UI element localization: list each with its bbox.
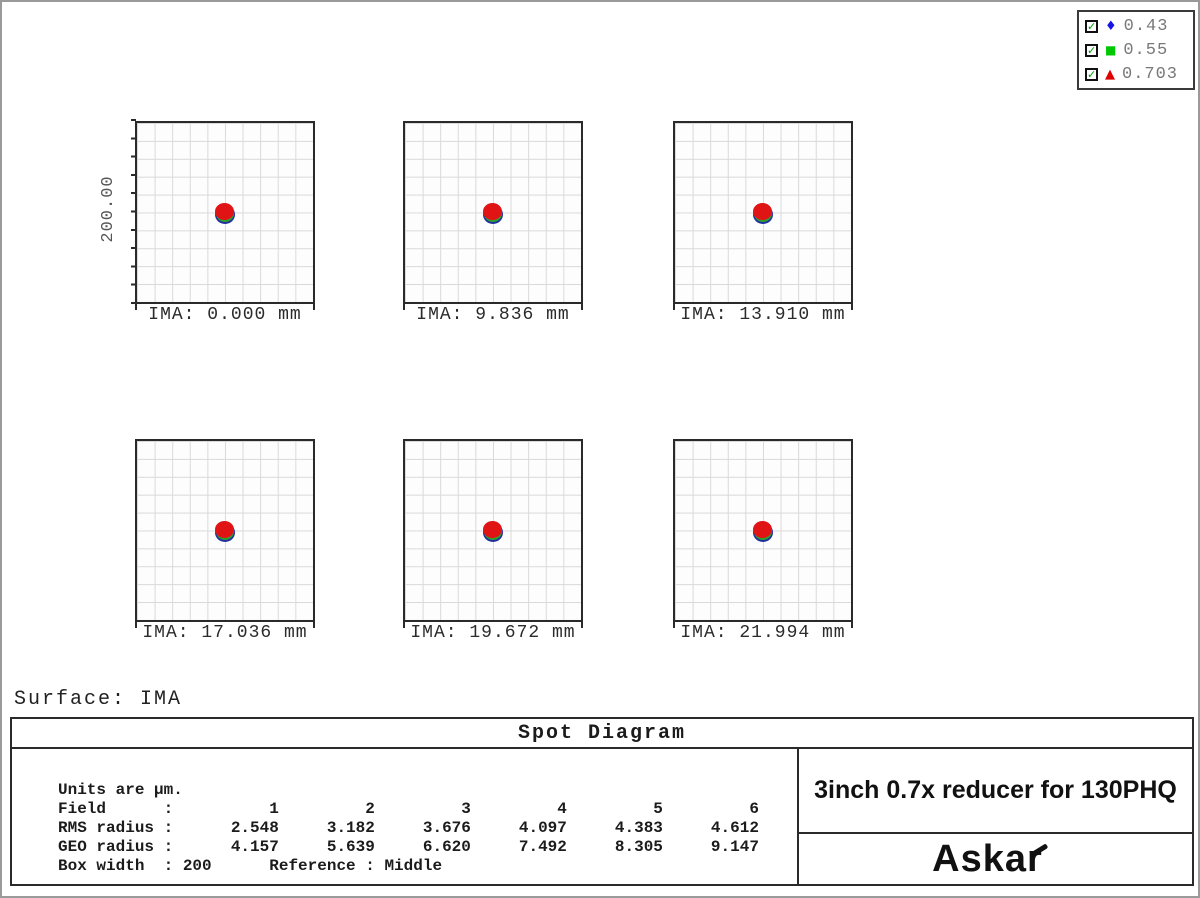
spot-cell-field2: IMA: 9.836 mm (403, 121, 583, 325)
spot-cell-field6: IMA: 21.994 mm (673, 439, 853, 643)
spot-cluster (752, 520, 774, 542)
wavelength-value: 0.55 (1123, 40, 1169, 60)
wavelength-value: 0.43 (1123, 16, 1169, 36)
legend-row: ✓ ▲ 0.703 (1079, 63, 1193, 85)
table-title: Spot Diagram (12, 719, 1192, 749)
spot-cluster (482, 520, 504, 542)
legend-row: ✓ ■ 0.55 (1079, 39, 1193, 61)
ima-label: IMA: 19.672 mm (410, 623, 576, 643)
summary-table: Spot Diagram Units are µm. Field : 1 2 3… (10, 717, 1194, 886)
legend-row: ✓ ♦ 0.43 (1079, 15, 1193, 37)
spot-cluster (214, 520, 236, 542)
spot-cluster (752, 202, 774, 224)
spot-gridbox (135, 439, 315, 628)
wavelength-checkbox[interactable]: ✓ (1085, 43, 1098, 57)
blue-diamond-icon: ♦ (1105, 18, 1117, 34)
spot-gridbox (403, 121, 583, 310)
ima-label: IMA: 0.000 mm (148, 305, 302, 325)
spot-statistics-text: Units are µm. Field : 1 2 3 4 5 6 RMS ra… (58, 781, 759, 875)
spot-cell-field4: IMA: 17.036 mm (135, 439, 315, 643)
spot-gridbox (403, 439, 583, 628)
wavelength-value: 0.703 (1122, 64, 1179, 84)
spot-cell-field1: IMA: 0.000 mm (131, 119, 315, 325)
wavelength-legend: ✓ ♦ 0.43 ✓ ■ 0.55 ✓ ▲ 0.703 (1077, 10, 1195, 90)
ima-label: IMA: 21.994 mm (680, 623, 846, 643)
spot-gridbox (131, 119, 315, 310)
spot-gridbox (673, 439, 853, 628)
spot-cluster (482, 202, 504, 224)
ima-label: IMA: 9.836 mm (416, 305, 570, 325)
green-square-icon: ■ (1105, 42, 1117, 57)
wavelength-checkbox[interactable]: ✓ (1085, 19, 1098, 33)
ima-label: IMA: 13.910 mm (680, 305, 846, 325)
spot-cell-field3: IMA: 13.910 mm (673, 121, 853, 325)
spot-gridbox (673, 121, 853, 310)
table-divider (797, 747, 799, 884)
spot-cluster (214, 202, 236, 224)
product-title: 3inch 0.7x reducer for 130PHQ (799, 749, 1192, 834)
wavelength-checkbox[interactable]: ✓ (1085, 67, 1098, 81)
surface-label: Surface: IMA (14, 688, 183, 711)
red-triangle-icon: ▲ (1105, 66, 1115, 82)
brand-logo: Askar (799, 834, 1192, 884)
brand-name: Askar (932, 837, 1043, 880)
spot-cell-field5: IMA: 19.672 mm (403, 439, 583, 643)
ima-label: IMA: 17.036 mm (142, 623, 308, 643)
y-axis-ticks (131, 119, 136, 306)
